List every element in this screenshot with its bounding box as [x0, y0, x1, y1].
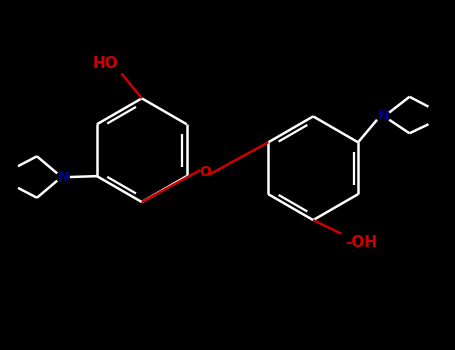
Text: N: N [57, 170, 69, 184]
Text: N: N [378, 109, 389, 123]
Text: -OH: -OH [345, 236, 377, 251]
Text: HO: HO [92, 56, 118, 71]
Text: O: O [199, 165, 211, 179]
